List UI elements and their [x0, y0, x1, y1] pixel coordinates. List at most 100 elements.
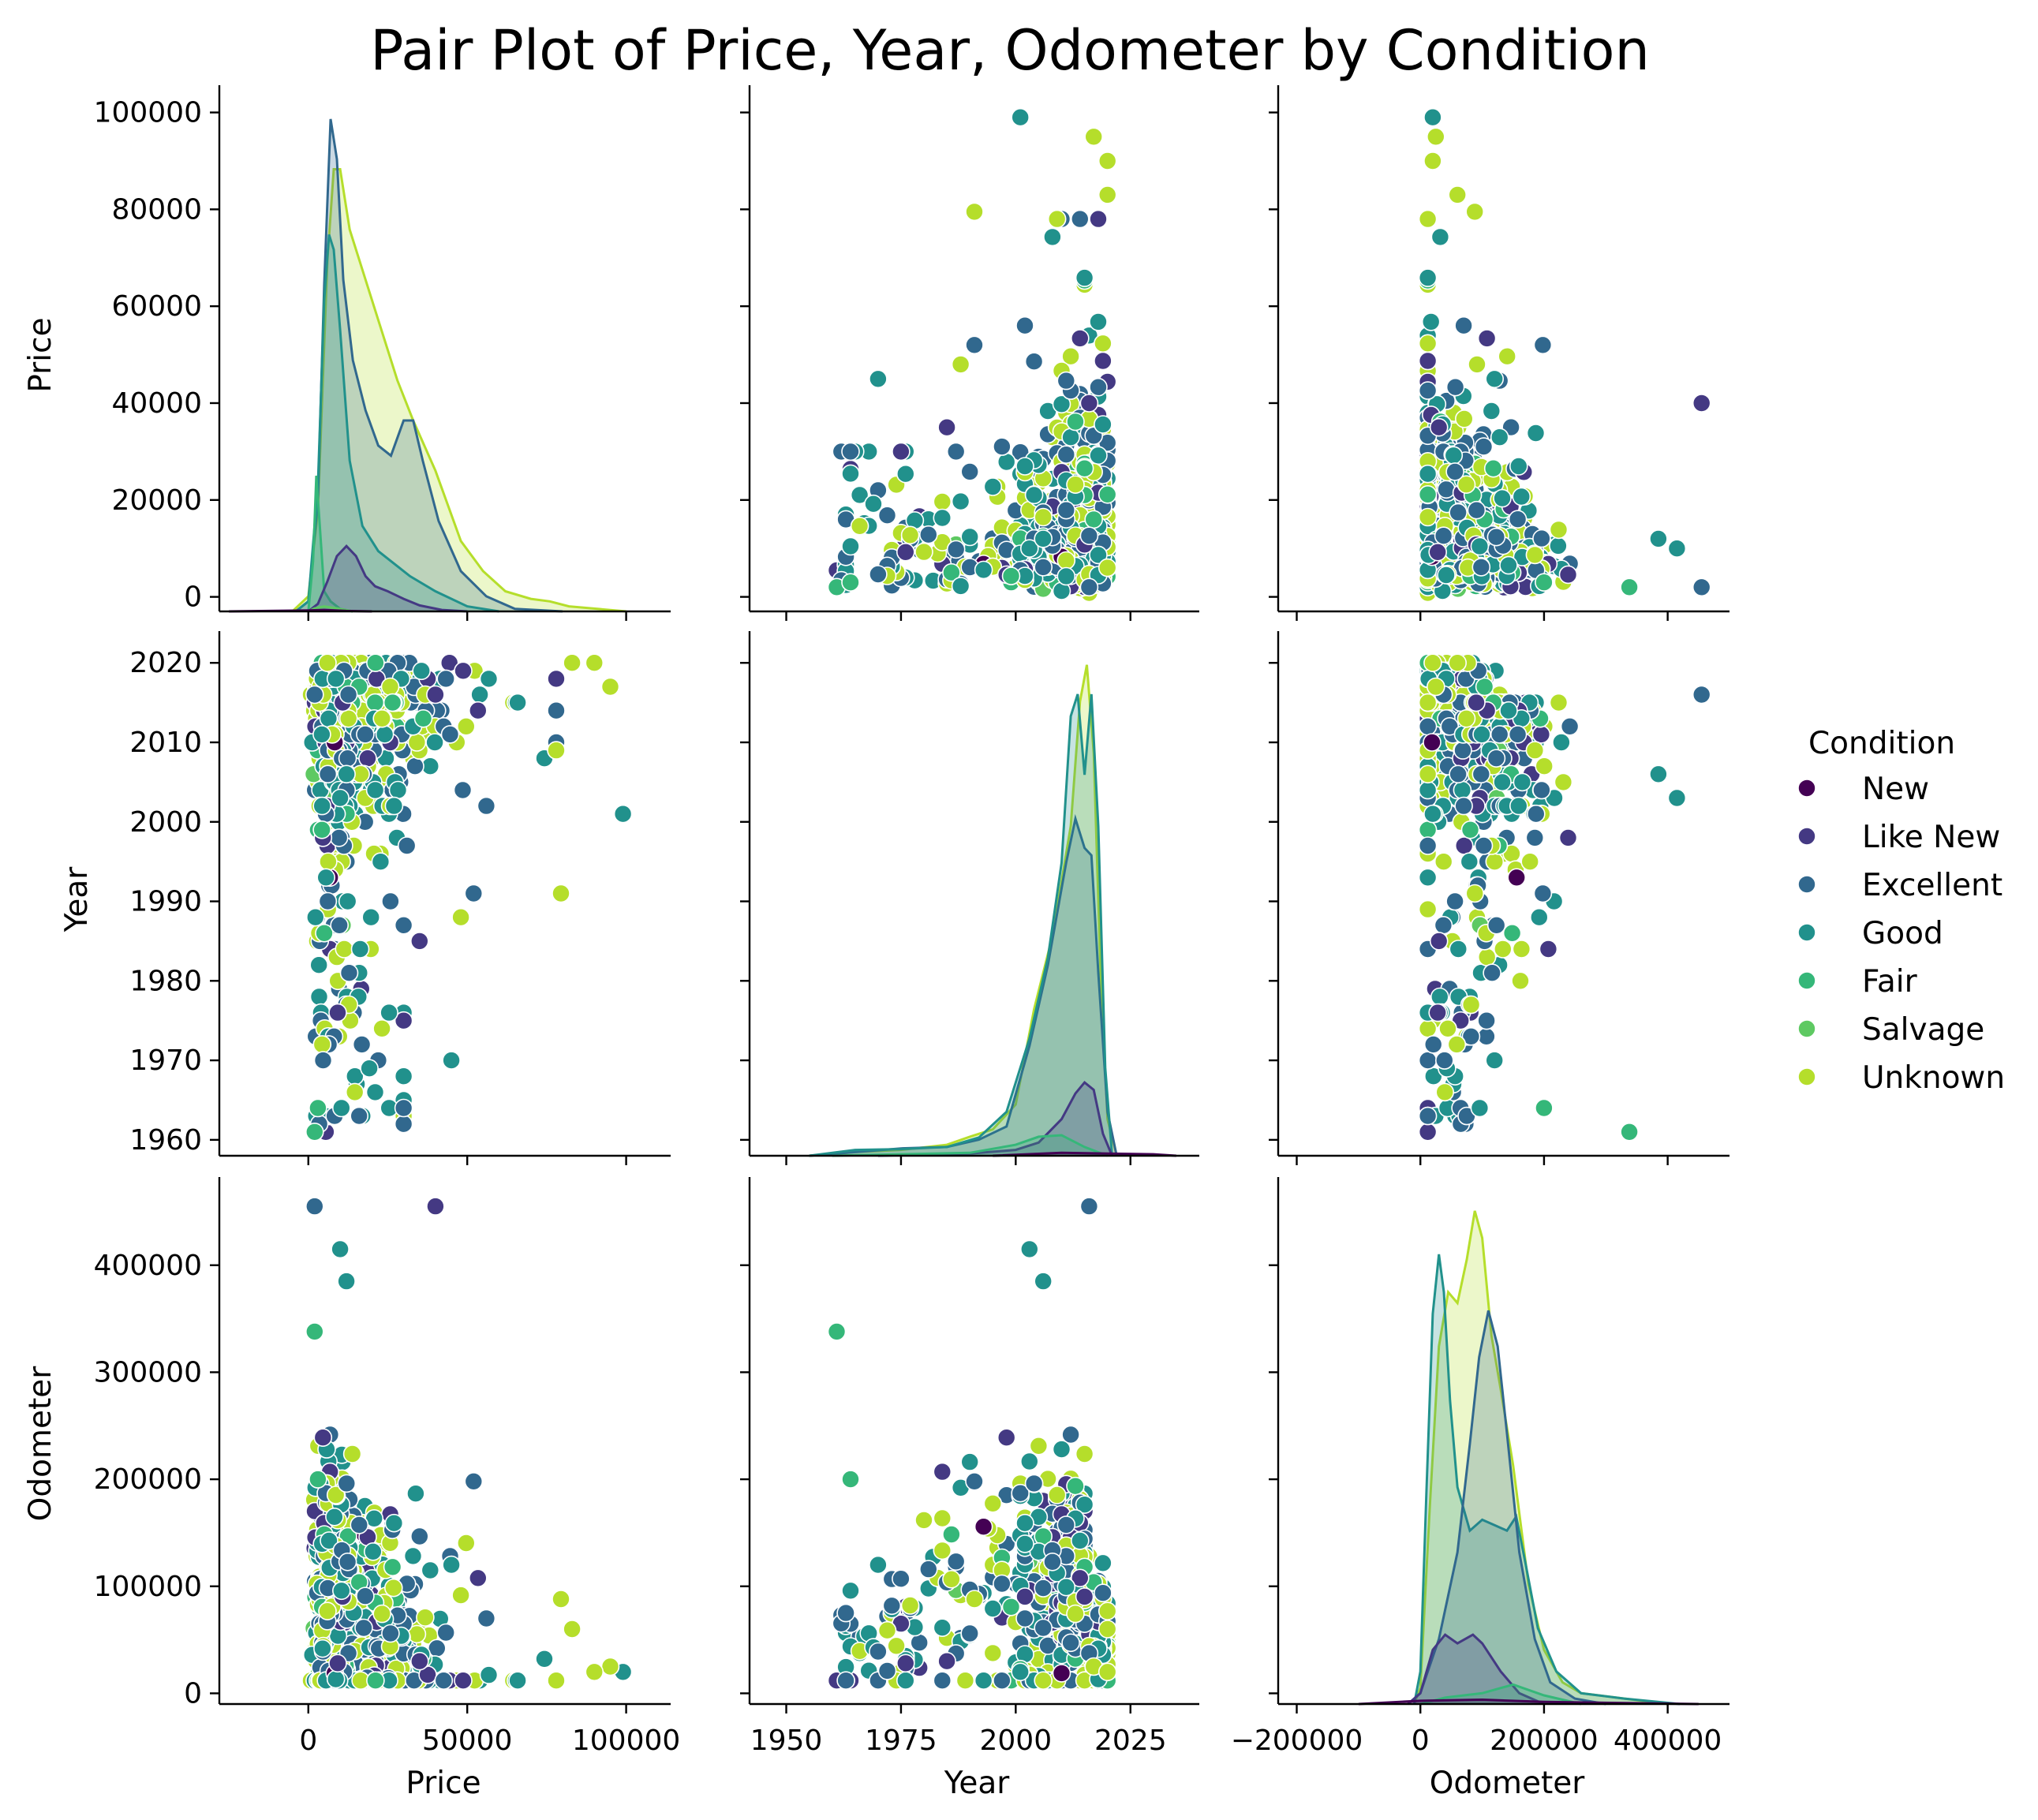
scatter-point: [1535, 573, 1554, 592]
scatter-point: [456, 1534, 476, 1553]
scatter-point: [1502, 924, 1522, 943]
scatter-point: [1011, 1662, 1030, 1682]
scatter-point: [1089, 377, 1108, 397]
scatter-point: [456, 716, 476, 736]
scatter-point: [1435, 1082, 1454, 1102]
scatter-point: [1423, 653, 1442, 673]
scatter-point: [960, 1452, 979, 1471]
scatter-point: [372, 708, 392, 728]
scatter-point: [1477, 947, 1497, 966]
scatter-point: [312, 796, 332, 816]
scatter-point: [983, 1643, 1003, 1663]
legend-label-new: New: [1862, 772, 1929, 807]
scatter-point: [1034, 1272, 1053, 1291]
scatter-point: [305, 1322, 324, 1341]
scatter-point: [933, 508, 952, 528]
scatter-point: [1533, 884, 1553, 903]
scatter-point: [882, 1596, 902, 1616]
legend-title: Condition: [1808, 726, 1955, 761]
scatter-point: [413, 708, 433, 728]
scatter-point: [1098, 1601, 1117, 1620]
scatter-point: [1549, 520, 1569, 540]
scatter-point: [384, 796, 404, 816]
panel-odometer-vs-price: [210, 1177, 671, 1713]
scatter-point: [318, 653, 337, 673]
scatter-point: [877, 1661, 897, 1680]
scatter-point: [383, 693, 402, 712]
scatter-point: [937, 417, 956, 437]
scatter-point: [1418, 334, 1438, 353]
y-tick-label-odometer: 100000: [94, 1571, 202, 1603]
scatter-point: [1098, 1620, 1117, 1639]
scatter-point: [1011, 107, 1030, 127]
scatter-point: [1477, 1011, 1496, 1030]
legend-marker-fair: [1797, 971, 1816, 990]
scatter-point: [356, 1586, 375, 1605]
scatter-point: [350, 940, 370, 959]
kde-fill-fair: [308, 476, 353, 611]
scatter-point: [1493, 772, 1512, 792]
chart-title: Pair Plot of Price, Year, Odometer by Co…: [370, 18, 1650, 83]
panel-year-vs-price: [210, 631, 671, 1165]
scatter-point: [1525, 545, 1545, 565]
x-tick-label-year: 1950: [750, 1725, 823, 1757]
scatter-point: [1474, 836, 1494, 855]
scatter-point: [477, 1609, 496, 1628]
y-tick-label-price: 100000: [94, 97, 202, 129]
scatter-point: [384, 1513, 404, 1533]
scatter-point: [600, 677, 620, 697]
x-tick-label-year: 2025: [1094, 1725, 1167, 1757]
kde-line-good: [294, 234, 499, 613]
scatter-point: [1434, 526, 1453, 546]
scatter-point: [1460, 820, 1480, 839]
scatter-point: [1423, 733, 1442, 752]
scatter-point: [1418, 209, 1438, 229]
y-tick-label-odometer: 400000: [94, 1250, 202, 1282]
y-tick-label-odometer: 300000: [94, 1356, 202, 1388]
scatter-point: [1075, 1587, 1094, 1606]
scatter-point: [892, 1569, 911, 1588]
scatter-point: [1043, 1553, 1062, 1571]
scatter-point: [1477, 1027, 1496, 1046]
scatter-point: [313, 1639, 332, 1658]
scatter-point: [1034, 558, 1053, 577]
scatter-point: [1474, 437, 1494, 456]
scatter-point: [313, 1428, 333, 1447]
x-tick-label-odometer: 400000: [1614, 1725, 1722, 1757]
scatter-point: [965, 335, 984, 355]
scatter-point: [421, 1560, 440, 1580]
y-tick-label-year: 1990: [129, 886, 202, 918]
scatter-point: [354, 1618, 373, 1638]
scatter-point: [305, 1197, 324, 1216]
scatter-point: [403, 1546, 423, 1566]
scatter-point: [1454, 796, 1473, 816]
scatter-point: [1527, 804, 1546, 824]
scatter-point: [1460, 852, 1479, 871]
scatter-point: [1418, 820, 1438, 839]
scatter-point: [997, 452, 1016, 472]
scatter-point: [1461, 995, 1481, 1015]
scatter-point: [896, 542, 915, 562]
kde-line-like-new: [307, 544, 468, 613]
x-tick-label-year: 2000: [979, 1725, 1052, 1757]
scatter-point: [412, 661, 432, 681]
scatter-point: [1052, 1664, 1071, 1683]
scatter-point: [1454, 316, 1473, 335]
scatter-point: [1485, 852, 1505, 871]
y-tick-label-price: 40000: [111, 387, 202, 420]
scatter-point: [416, 1608, 435, 1627]
scatter-point: [407, 733, 427, 752]
scatter-point: [313, 1051, 333, 1070]
scatter-point: [965, 1590, 984, 1609]
legend-marker-like-new: [1797, 827, 1816, 846]
scatter-point: [1455, 409, 1474, 428]
legend-label-fair: Fair: [1862, 964, 1918, 1000]
scatter-point: [1056, 551, 1076, 570]
scatter-point: [1423, 1035, 1443, 1054]
panel-odometer-vs-year: [740, 1177, 1199, 1713]
scatter-point: [342, 1444, 362, 1463]
scatter-point: [864, 494, 883, 514]
scatter-point: [406, 1484, 425, 1503]
scatter-point: [1509, 796, 1528, 816]
scatter-point: [305, 685, 324, 704]
